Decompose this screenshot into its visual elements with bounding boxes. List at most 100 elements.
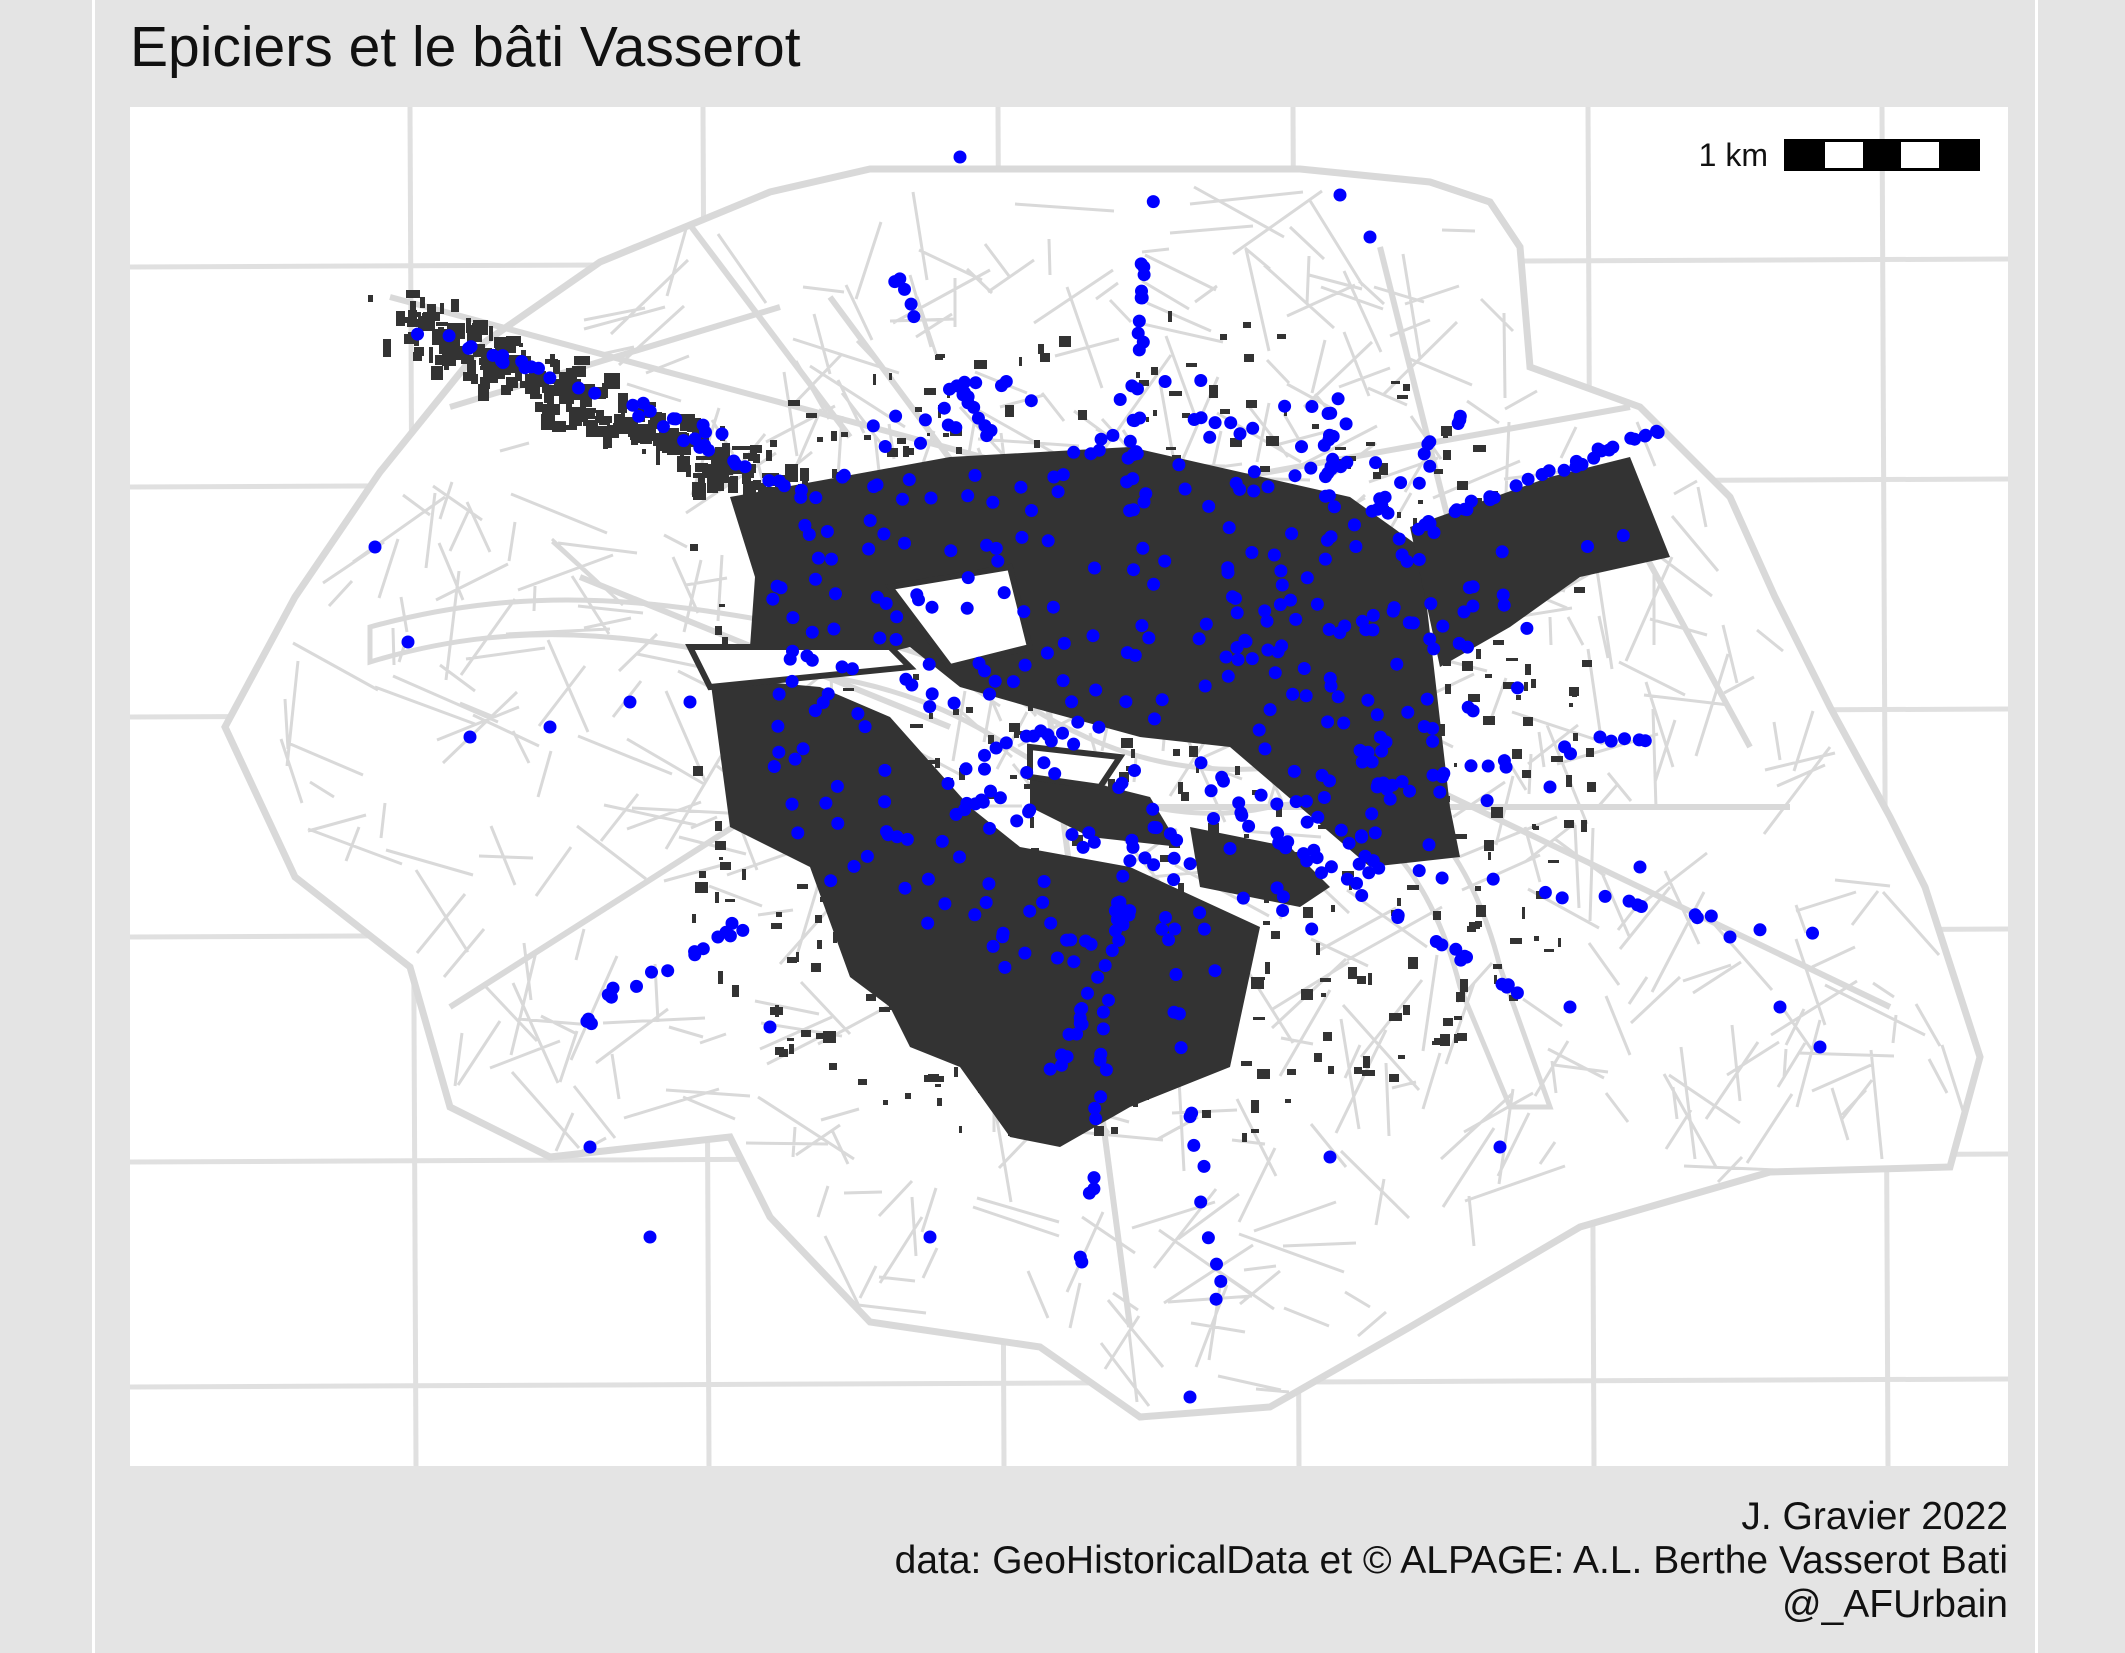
epicier-point [1593,730,1607,744]
epicier-point [1369,456,1383,470]
epicier-point [900,832,914,846]
epicier-point [1112,933,1126,947]
epicier-point [1420,692,1434,706]
epicier-point [1229,591,1242,605]
epicier-point [1321,407,1335,420]
epicier-point [1509,479,1523,493]
epicier-point [1278,399,1292,413]
epicier-point [1453,409,1467,423]
epicier-point [532,361,545,375]
epicier-point [978,748,991,762]
epicier-point [999,736,1013,750]
epicier-point [811,551,825,565]
epicier-point [1178,482,1192,496]
epicier-point [656,420,670,434]
epicier-point [1127,563,1140,577]
epicier-point [821,687,835,701]
epicier-point [1426,768,1440,782]
epicier-point [898,881,912,895]
epicier-point [961,390,975,404]
epicier-point [1015,530,1029,544]
epicier-point [1037,756,1051,770]
epicier-point [1436,619,1450,633]
map-panel[interactable]: 1 km [130,107,2008,1466]
epicier-point [819,796,833,810]
epicier-point [1273,598,1287,612]
epicier-point [1464,759,1478,773]
epicier-point [495,354,508,368]
caption-handle: @_AFUrbain [1781,1583,2008,1626]
epicier-point [794,483,808,497]
epicier-point [1106,428,1120,442]
epicier-point [1270,797,1284,811]
epicier-point [837,468,851,482]
epicier-point [1197,1159,1211,1173]
epicier-point [1333,188,1347,202]
epicier-point [1622,894,1636,908]
epicier-point [588,386,602,400]
epicier-point [1324,679,1338,693]
epicier-point [1324,860,1338,874]
epicier-point [1136,541,1150,555]
epicier-point [1116,918,1130,932]
epicier-point [863,514,877,527]
epicier-point [993,791,1007,805]
epicier-point [1162,933,1176,947]
epicier-point [1300,815,1314,829]
epicier-point [1317,791,1331,804]
epicier-point [1067,955,1081,969]
epicier-point [1202,499,1216,513]
epicier-point [1287,764,1301,778]
epicier-point [1247,484,1261,498]
epicier-point [835,660,849,674]
epicier-point [1167,851,1181,865]
epicier-point [1403,784,1416,798]
epicier-point [683,695,697,709]
epicier-point [1172,458,1186,472]
epicier-point [960,601,974,615]
epicier-point [1773,1000,1787,1014]
epicier-point [1242,819,1256,833]
epicier-point [1014,480,1028,494]
epicier-point [1204,784,1218,798]
epicier-point [401,635,415,649]
epicier-point [1043,1062,1057,1076]
epicier-point [1260,614,1274,628]
epicier-point [1383,792,1397,806]
epicier-point [1427,642,1441,656]
epicier-point [1018,658,1032,672]
epicier-point [879,597,893,610]
epicier-point [958,375,971,389]
epicier-point [1487,491,1501,505]
epicier-point [1429,935,1443,948]
epicier-point [1010,814,1024,828]
epicier-point [953,150,967,164]
epicier-point [969,376,983,390]
epicier-point [1322,433,1336,447]
epicier-point [1412,476,1426,490]
epicier-point [580,1014,594,1028]
epicier-point [1271,645,1285,659]
epicier-point [1598,889,1612,903]
epicier-point [824,874,838,888]
epicier-point [1062,1027,1076,1041]
epicier-point [937,401,951,415]
epicier-point [1320,533,1334,547]
epicier-point [1563,1000,1577,1014]
epicier-point [788,752,802,766]
epicier-point [688,948,702,962]
epicier-point [1315,768,1329,782]
epicier-point [820,525,834,538]
epicier-point [1231,653,1245,667]
epicier-point [941,777,955,790]
epicier-point [1067,737,1081,751]
epicier-point [643,1230,657,1244]
epicier-point [1806,926,1819,940]
scale-bar: 1 km [1699,135,1980,175]
epicier-point [1520,621,1534,635]
epicier-point [808,704,822,718]
epicier-point [1183,1110,1197,1124]
epicier-point [1041,534,1055,548]
epicier-point [1201,1231,1215,1245]
epicier-point [1234,806,1248,820]
